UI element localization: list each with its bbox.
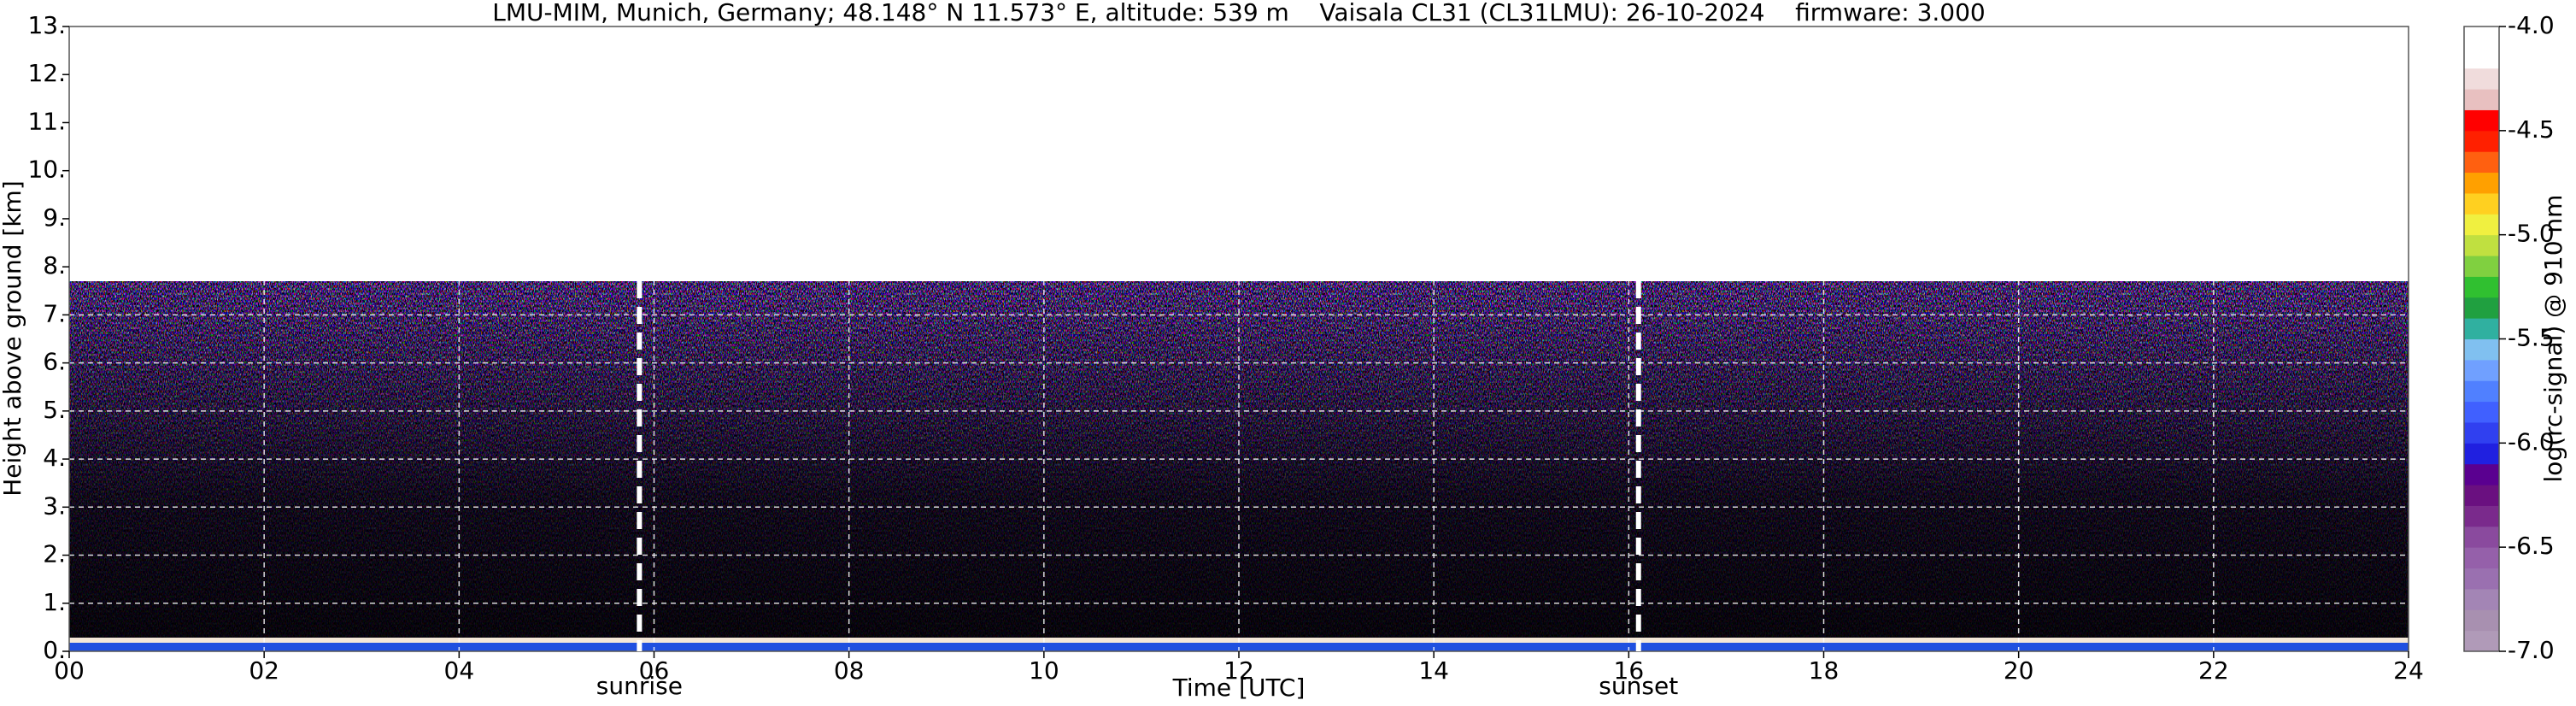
y-tick-label: 11. — [27, 107, 66, 135]
x-tick-label: 18 — [1809, 656, 1840, 685]
colorbar-bin — [2464, 109, 2499, 132]
x-tick-label: 10 — [1029, 656, 1059, 685]
x-tick-label: 04 — [444, 656, 475, 685]
colorbar-bin — [2464, 297, 2499, 319]
y-tick-label: 8. — [43, 251, 66, 279]
x-tick-label: 20 — [2004, 656, 2034, 685]
x-tick-label: 22 — [2198, 656, 2229, 685]
y-tick-label: 1. — [43, 588, 66, 616]
x-axis-label: Time [UTC] — [1172, 674, 1306, 702]
x-tick-label: 02 — [249, 656, 279, 685]
colorbar-bin — [2464, 256, 2499, 277]
colorbar-bin — [2464, 588, 2499, 610]
y-tick-label: 3. — [43, 491, 66, 520]
colorbar-bin — [2464, 151, 2499, 174]
colorbar-bin — [2464, 526, 2499, 548]
x-tick-label: 12 — [1223, 656, 1254, 685]
colorbar-tick-label: -7.0 — [2508, 636, 2555, 664]
sun-marker-label: sunrise — [596, 672, 683, 700]
colorbar-bin — [2464, 338, 2499, 361]
y-tick-label: 5. — [43, 396, 66, 424]
y-axis-label: Height above ground [km] — [0, 180, 26, 497]
colorbar-bin — [2464, 463, 2499, 485]
y-tick-label: 10. — [27, 156, 66, 184]
colorbar-bin — [2464, 318, 2499, 339]
colorbar-tick-label: -5.5 — [2508, 324, 2555, 352]
x-tick-label: 16 — [1614, 656, 1645, 685]
colorbar-tick-label: -4.0 — [2508, 11, 2555, 39]
colorbar-bin — [2464, 47, 2499, 69]
x-tick-label: 08 — [834, 656, 865, 685]
colorbar-bin — [2464, 130, 2499, 152]
y-tick-label: 4. — [43, 444, 66, 472]
colorbar-bin — [2464, 505, 2499, 527]
y-tick-label: 9. — [43, 203, 66, 232]
colorbar-bin — [2464, 89, 2499, 110]
colorbar-bin — [2464, 421, 2499, 444]
sun-marker-label: sunset — [1599, 672, 1678, 700]
colorbar-bin — [2464, 276, 2499, 298]
colorbar-bin — [2464, 214, 2499, 236]
colorbar-bin — [2464, 172, 2499, 194]
colorbar-bin — [2464, 68, 2499, 90]
colorbar-bin — [2464, 443, 2499, 465]
colorbar-tick-label: -6.0 — [2508, 427, 2555, 456]
colorbar-bin — [2464, 547, 2499, 569]
signal-field — [69, 281, 2409, 651]
colorbar-bin — [2464, 630, 2499, 652]
colorbar-bin — [2464, 234, 2499, 256]
colorbar-bin — [2464, 401, 2499, 423]
y-tick-label: 6. — [43, 348, 66, 376]
colorbar-bin — [2464, 609, 2499, 632]
y-tick-label: 12. — [27, 59, 66, 87]
y-tick-label: 2. — [43, 540, 66, 568]
colorbar-tick-label: -4.5 — [2508, 115, 2555, 144]
colorbar-bin — [2464, 359, 2499, 381]
x-tick-label: 06 — [639, 656, 670, 685]
y-tick-label: 0. — [43, 636, 66, 664]
colorbar-tick-label: -5.0 — [2508, 220, 2555, 248]
colorbar-tick-label: -6.5 — [2508, 532, 2555, 560]
colorbar-bin — [2464, 380, 2499, 403]
x-tick-label: 24 — [2393, 656, 2424, 685]
x-tick-label: 00 — [54, 656, 85, 685]
colorbar: -7.0 -6.5 -6.0 -5.5 -5.0 -4.5 -4.0 — [2463, 11, 2555, 664]
colorbar-label: log(rc-signal) @ 910 nm — [2539, 195, 2567, 483]
colorbar-bin — [2464, 568, 2499, 590]
x-tick-label: 14 — [1418, 656, 1449, 685]
colorbar-bin — [2464, 192, 2499, 215]
grid — [69, 26, 2409, 651]
colorbar-bin — [2464, 26, 2499, 48]
chart-title: LMU-MIM, Munich, Germany; 48.148° N 11.5… — [492, 0, 1986, 26]
y-tick-label: 7. — [43, 299, 66, 327]
y-tick-label: 13. — [27, 11, 66, 39]
colorbar-bin — [2464, 485, 2499, 506]
